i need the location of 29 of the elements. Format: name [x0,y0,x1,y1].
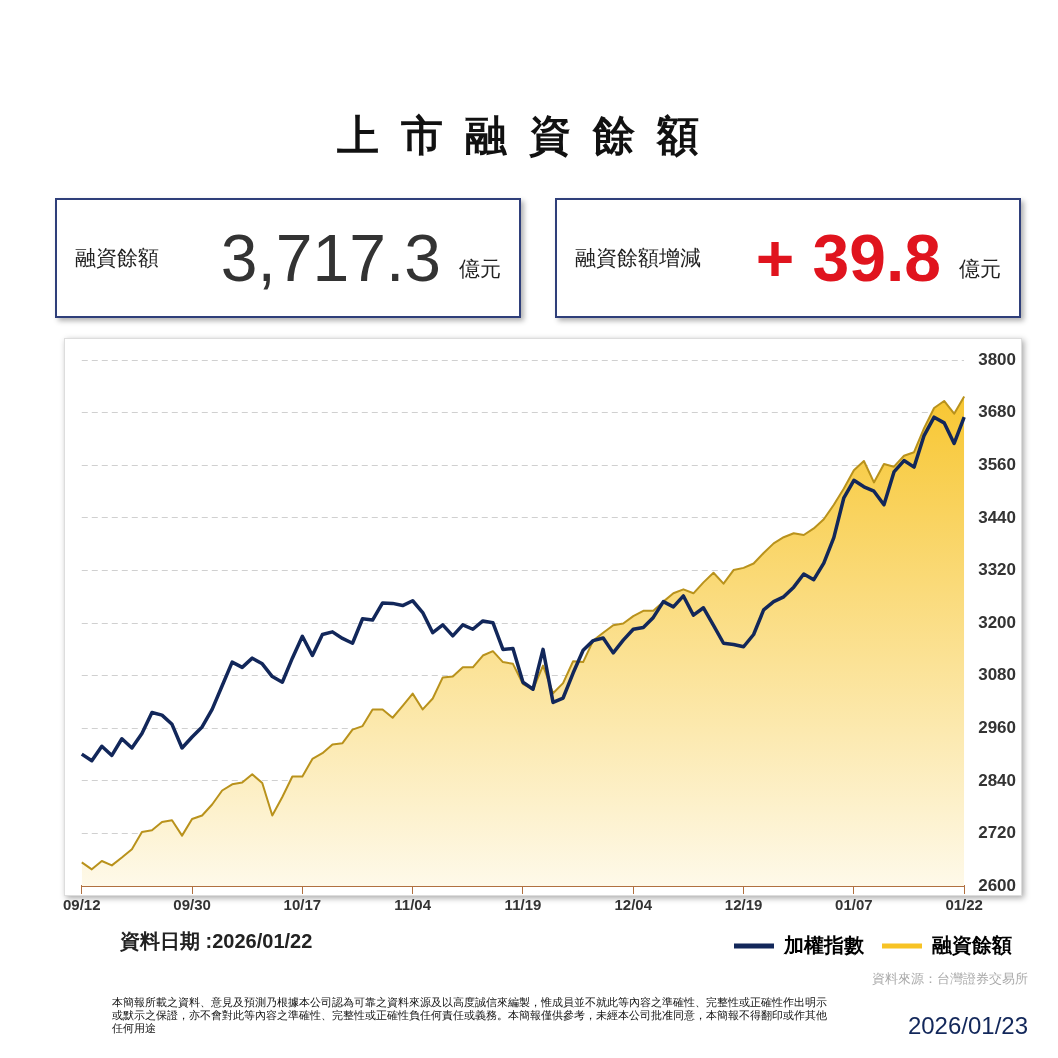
x-tick-label: 11/19 [504,896,542,914]
y-tick-label: 3320 [978,560,1017,580]
legend-label: 加權指數 [783,933,865,956]
value-card: 融資餘額增減 + 39.8 億元 [555,198,1021,318]
y-tick-label: 2600 [978,875,1017,895]
y-tick-label: 3200 [978,612,1017,632]
x-tick-label: 09/12 [62,896,101,914]
x-tick-label: 09/30 [173,896,211,914]
text: 資料日期 :2026/01/22 [120,929,313,954]
y-tick-label: 2960 [978,717,1017,737]
y-tick-label: 3800 [978,349,1017,369]
text: 本簡報所載之資料、意見及預測乃根據本公司認為可靠之資料來源及以高度誠信來編製，惟成員並不就此等內容之準確性、完整性或正確性作出明示或默示之保證，亦不會對此等內容之準確性、完整性或正確性負任何責任或義務。本簡報僅供參考，未經本公司批准同意，本簡報不得翻印或作其他任何用途 [112,996,827,1035]
x-tick-label: 11/04 [394,896,432,914]
y-tick-label: 2840 [978,770,1017,790]
y-tick-label: 3680 [978,402,1017,422]
x-tick-label: 12/19 [724,896,763,914]
y-tick-label: 2720 [978,823,1017,843]
chart-title: 上市融資餘額 [336,111,722,161]
y-tick-label: 3560 [978,455,1017,475]
x-tick-label: 10/17 [283,896,322,914]
y-tick-label: 3080 [978,665,1017,685]
text: 2026/01/23 [907,1012,1028,1040]
x-tick-label: 01/07 [835,896,873,914]
y-tick-label: 3440 [978,507,1017,527]
value-card: 融資餘額 3,717.3 億元 [55,198,521,318]
x-tick-label: 12/04 [614,896,653,914]
x-tick-label: 01/22 [945,896,983,914]
legend-label: 融資餘額 [932,933,1012,956]
source-note: 資料來源：台灣證券交易所 [872,970,1028,988]
